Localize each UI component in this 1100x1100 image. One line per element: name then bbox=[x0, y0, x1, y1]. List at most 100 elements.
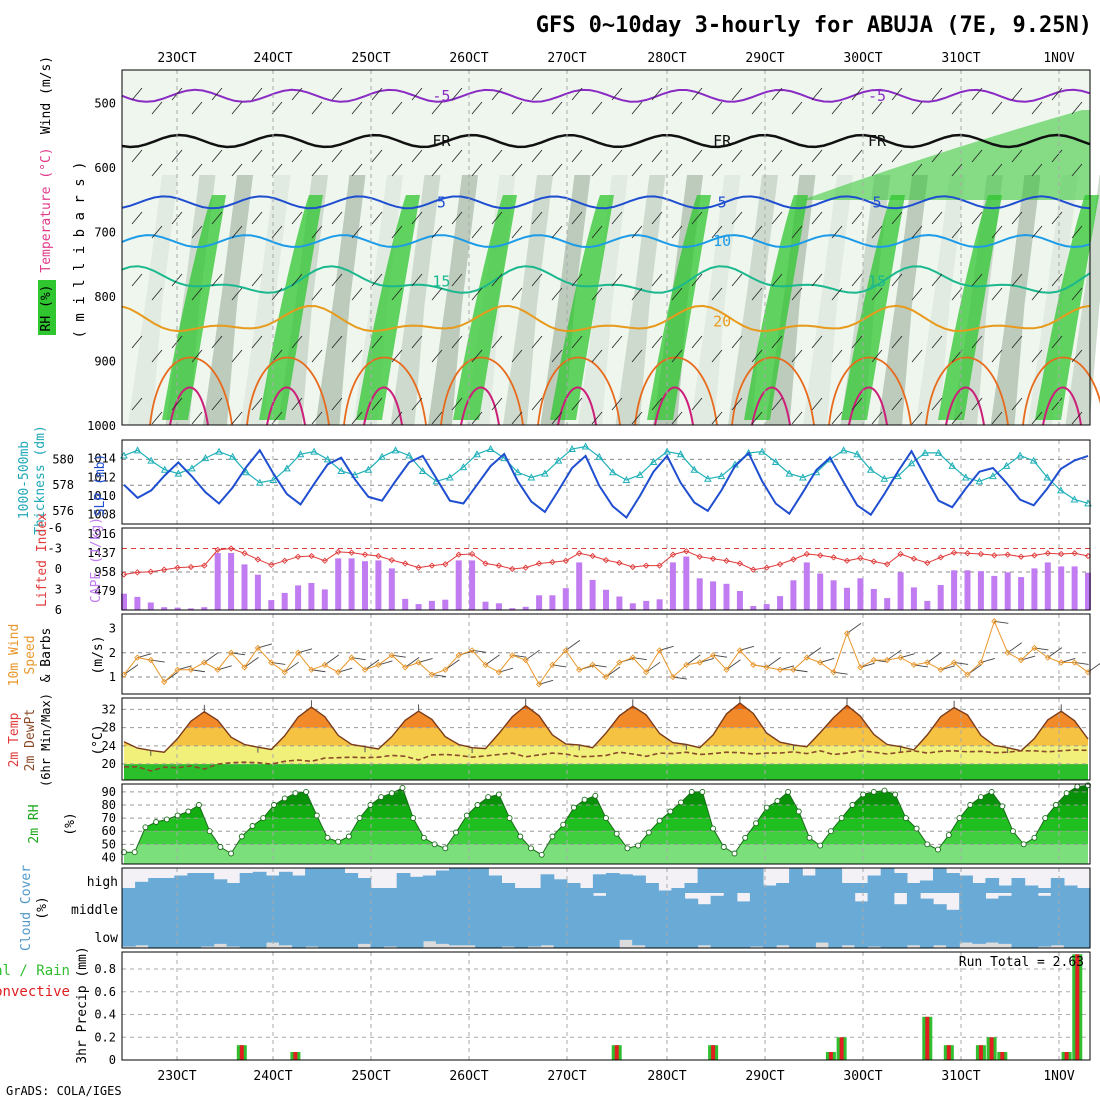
wind-speed-point bbox=[254, 644, 262, 652]
panel-label: (6hr Min/Max) bbox=[39, 693, 53, 787]
wind-barb bbox=[271, 411, 283, 425]
wind-barb bbox=[251, 335, 263, 349]
wind-barb bbox=[211, 273, 223, 287]
cape-bar bbox=[268, 600, 275, 610]
wind-barb bbox=[391, 101, 403, 115]
date-tick-label: 27OCT bbox=[547, 51, 586, 66]
thickness-point bbox=[215, 447, 223, 455]
wind-barb bbox=[771, 335, 783, 349]
wind-barb bbox=[1011, 397, 1023, 411]
rh-point bbox=[688, 788, 695, 795]
isotherm-line bbox=[1022, 356, 1100, 426]
panel-label: 2m Temp bbox=[7, 712, 22, 767]
wind-barb bbox=[244, 656, 259, 668]
precip-conv-bar bbox=[839, 1037, 844, 1060]
y-tick-label: 0 bbox=[109, 1053, 116, 1067]
cloud-bar bbox=[200, 946, 215, 948]
cloud-bar bbox=[1050, 921, 1065, 946]
thickness-point bbox=[513, 468, 522, 476]
cloud-bar bbox=[422, 875, 437, 893]
wind-barb bbox=[351, 349, 363, 363]
wind-barb bbox=[811, 273, 823, 287]
date-tick-label: 1NOV bbox=[1043, 1069, 1074, 1084]
legend-total: Total / Rain bbox=[0, 963, 70, 979]
cloud-bar bbox=[632, 921, 646, 946]
rh-point bbox=[1010, 828, 1016, 835]
wind-speed-point bbox=[415, 659, 422, 666]
wind-barb bbox=[525, 649, 540, 661]
cloud-bar bbox=[344, 893, 359, 921]
cloud-bar bbox=[488, 893, 502, 921]
cloud-bar bbox=[566, 883, 581, 893]
rh-point bbox=[635, 842, 642, 849]
cape-bar bbox=[817, 573, 824, 610]
temp-line bbox=[123, 702, 1089, 753]
wind-barb bbox=[711, 287, 723, 301]
cloud-bar bbox=[645, 883, 659, 893]
cloud-bar bbox=[161, 878, 175, 893]
wind-barb bbox=[151, 225, 163, 239]
wind-barb bbox=[351, 411, 363, 425]
cloud-bar bbox=[854, 883, 869, 893]
rh-shade-band bbox=[353, 175, 403, 425]
rh-point bbox=[560, 821, 567, 828]
wind-speed-point bbox=[723, 666, 730, 673]
lifted-index-point bbox=[817, 552, 824, 559]
precip-conv-bar bbox=[989, 1037, 994, 1060]
wind-barb bbox=[131, 397, 143, 411]
wind-barb bbox=[1047, 647, 1063, 659]
wind-speed-point bbox=[643, 669, 650, 676]
cape-bar bbox=[924, 600, 931, 610]
rh-point bbox=[849, 802, 856, 808]
thickness-point bbox=[880, 474, 889, 482]
wind-barb bbox=[971, 397, 983, 411]
cape-bar bbox=[335, 558, 342, 610]
cloud-bar bbox=[213, 921, 228, 944]
wind-speed-point bbox=[656, 647, 663, 654]
wind-barb bbox=[191, 349, 203, 363]
wind-barb bbox=[871, 225, 883, 239]
wind-barb bbox=[271, 287, 283, 301]
wind-barb bbox=[671, 287, 683, 301]
isotherm-label: 15 bbox=[432, 273, 450, 291]
panel-label: Lifted Index bbox=[35, 513, 50, 607]
cape-bar bbox=[201, 607, 208, 610]
cloud-bar bbox=[462, 893, 476, 921]
rh-point bbox=[528, 845, 534, 852]
cloud-bar bbox=[540, 921, 555, 946]
wind-speed-point bbox=[629, 654, 636, 661]
cloud-bar bbox=[1011, 893, 1026, 921]
wind-barb bbox=[671, 163, 683, 177]
rh-point bbox=[774, 798, 781, 804]
cloud-bar bbox=[344, 921, 359, 948]
cloud-bar bbox=[919, 921, 934, 948]
wind-barb bbox=[851, 397, 863, 411]
wind-barb bbox=[851, 335, 863, 349]
y-tick-label: 1010 bbox=[87, 489, 116, 503]
thickness-point bbox=[676, 450, 685, 458]
thickness-point bbox=[717, 472, 726, 480]
y-tick-label: 70 bbox=[102, 811, 116, 825]
wind-barb bbox=[451, 211, 463, 225]
cape-bar bbox=[991, 575, 998, 610]
wind-barb bbox=[851, 87, 863, 101]
wind-barb bbox=[791, 287, 803, 301]
rh-point bbox=[271, 802, 277, 808]
cloud-bar bbox=[972, 883, 986, 893]
cloud-bar bbox=[998, 895, 1013, 921]
thickness-point bbox=[568, 445, 576, 453]
cloud-bar bbox=[1050, 893, 1065, 921]
thickness-point bbox=[1070, 495, 1079, 503]
wind-barb bbox=[591, 349, 603, 363]
cloud-bar bbox=[279, 871, 293, 894]
y-tick-label: 0 bbox=[55, 562, 62, 576]
lifted-index-point bbox=[669, 551, 677, 558]
cloud-bar bbox=[985, 878, 1000, 893]
wind-barb bbox=[731, 211, 743, 225]
thickness-point bbox=[1002, 461, 1011, 469]
cloud-bar bbox=[187, 921, 202, 948]
cloud-bar bbox=[305, 921, 319, 947]
rh-shade-band bbox=[990, 175, 1041, 425]
wind-barb bbox=[351, 163, 363, 177]
cloud-bar bbox=[1076, 888, 1091, 893]
